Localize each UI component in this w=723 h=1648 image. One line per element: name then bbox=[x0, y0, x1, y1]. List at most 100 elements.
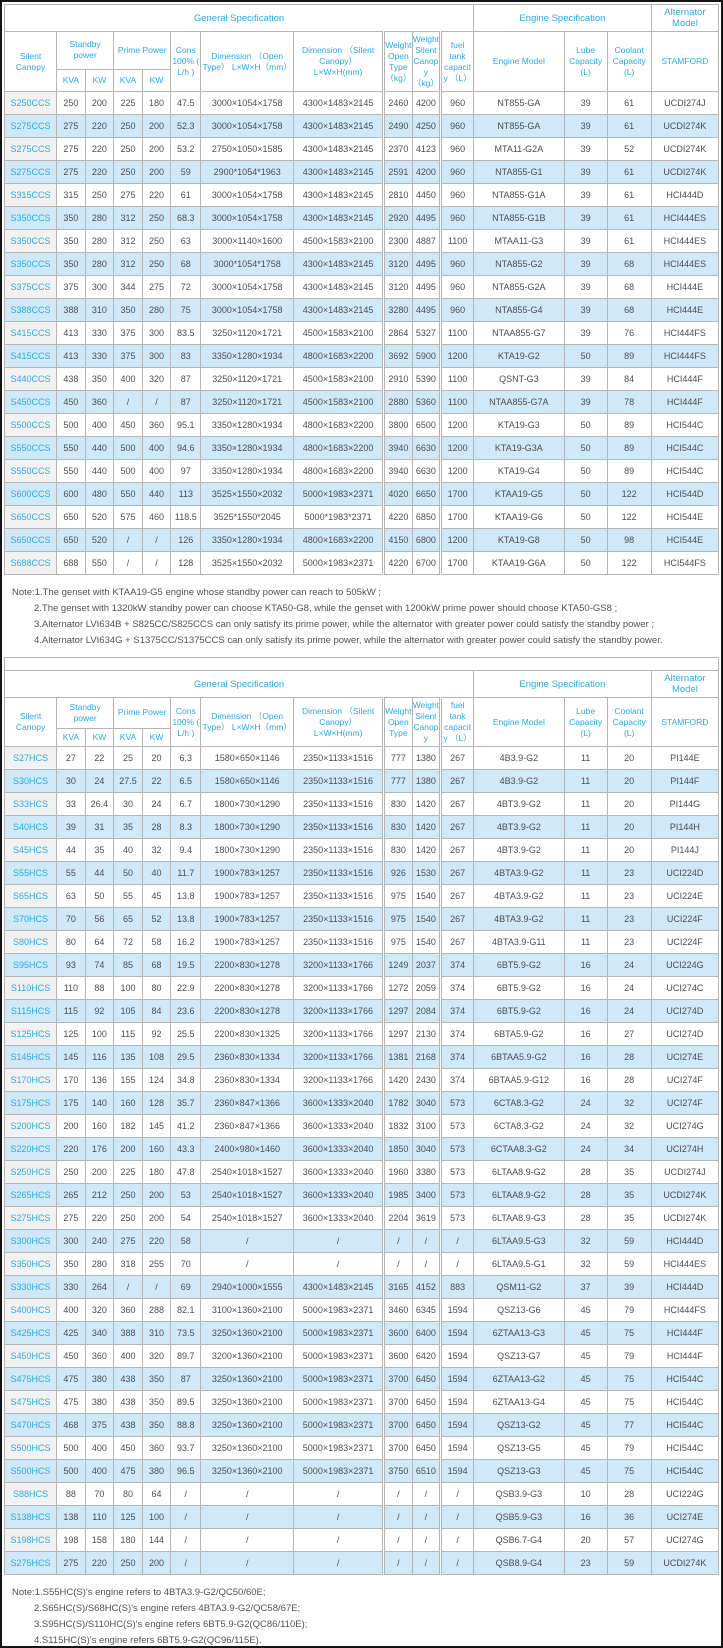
model-link[interactable]: S33HCS bbox=[3, 792, 58, 816]
col-prime-kva: KVA bbox=[113, 68, 143, 93]
value-cell: 113 bbox=[170, 482, 202, 506]
value-cell: 267 bbox=[440, 769, 475, 793]
value-cell: 28 bbox=[563, 1206, 608, 1230]
model-link[interactable]: S650CCS bbox=[3, 505, 58, 529]
model-link[interactable]: S415CCS bbox=[3, 321, 58, 345]
value-cell: 3120 bbox=[382, 275, 413, 299]
model-link[interactable]: S375CCS bbox=[3, 275, 58, 299]
model-link[interactable]: S388CCS bbox=[3, 298, 58, 322]
model-link[interactable]: S65HCS bbox=[3, 884, 58, 908]
value-cell: 1700 bbox=[440, 505, 475, 529]
model-link[interactable]: S88HCS bbox=[3, 1482, 58, 1506]
model-link[interactable]: S475HCS bbox=[3, 1367, 58, 1391]
model-link[interactable]: S275CCS bbox=[3, 160, 58, 184]
model-link[interactable]: S315CCS bbox=[3, 183, 58, 207]
value-cell: 520 bbox=[84, 505, 115, 529]
value-cell: 125 bbox=[56, 1022, 86, 1046]
value-cell: 54 bbox=[170, 1206, 202, 1230]
model-link[interactable]: S27HCS bbox=[3, 746, 58, 770]
value-cell: 4500×1583×2100 bbox=[293, 367, 385, 391]
value-cell: 5900 bbox=[411, 344, 443, 368]
model-link[interactable]: S688CCS bbox=[3, 551, 58, 575]
table-row: S650CCS 650 520 575 460 118.5 3525*1550*2045 50… bbox=[3, 505, 720, 529]
value-cell: 1900×783×1257 bbox=[200, 884, 295, 908]
model-link[interactable]: S440CCS bbox=[3, 367, 58, 391]
value-cell: 344 bbox=[113, 275, 143, 299]
model-link[interactable]: S125HCS bbox=[3, 1022, 58, 1046]
model-link[interactable]: S350CCS bbox=[3, 206, 58, 230]
value-cell: 53.2 bbox=[170, 137, 202, 161]
value-cell: PI144J bbox=[650, 838, 720, 862]
model-link[interactable]: S30HCS bbox=[3, 769, 58, 793]
value-cell: 50 bbox=[563, 482, 608, 506]
value-cell: 2810 bbox=[382, 183, 413, 207]
value-cell: / bbox=[411, 1505, 443, 1529]
value-cell: KTA19-G3A bbox=[473, 436, 565, 460]
model-link[interactable]: S470HCS bbox=[3, 1413, 58, 1437]
value-cell: 4200 bbox=[411, 160, 443, 184]
value-cell: 5000×1983×2371 bbox=[293, 1321, 385, 1345]
value-cell: 380 bbox=[84, 1390, 115, 1414]
model-link[interactable]: S198HCS bbox=[3, 1528, 58, 1552]
value-cell: 30 bbox=[56, 769, 86, 793]
model-link[interactable]: S330HCS bbox=[3, 1275, 58, 1299]
model-link[interactable]: S500HCS bbox=[3, 1459, 58, 1483]
model-link[interactable]: S265HCS bbox=[3, 1183, 58, 1207]
model-link[interactable]: S350CCS bbox=[3, 229, 58, 253]
value-cell: 180 bbox=[141, 1160, 172, 1184]
model-link[interactable]: S275CCS bbox=[3, 114, 58, 138]
table-row: S95HCS 93 74 85 68 19.5 2200×830×1278 3200×1133… bbox=[3, 953, 720, 977]
model-link[interactable]: S300HCS bbox=[3, 1229, 58, 1253]
model-link[interactable]: S175HCS bbox=[3, 1091, 58, 1115]
model-link[interactable]: S475HCS bbox=[3, 1390, 58, 1414]
table-row: S470HCS 468 375 438 350 88.8 3250×1360×2100 500… bbox=[3, 1413, 720, 1437]
value-cell: UCDI274K bbox=[650, 114, 720, 138]
model-link[interactable]: S600CCS bbox=[3, 482, 58, 506]
model-link[interactable]: S170HCS bbox=[3, 1068, 58, 1092]
model-link[interactable]: S400HCS bbox=[3, 1298, 58, 1322]
value-cell: 19.5 bbox=[170, 953, 202, 977]
model-link[interactable]: S500CCS bbox=[3, 413, 58, 437]
model-link[interactable]: S275HCS bbox=[3, 1206, 58, 1230]
model-link[interactable]: S425HCS bbox=[3, 1321, 58, 1345]
model-link[interactable]: S200HCS bbox=[3, 1114, 58, 1138]
value-cell: 400 bbox=[84, 1436, 115, 1460]
value-cell: 1380 bbox=[411, 746, 443, 770]
model-link[interactable]: S550CCS bbox=[3, 436, 58, 460]
model-link[interactable]: S650CCS bbox=[3, 528, 58, 552]
model-link[interactable]: S250HCS bbox=[3, 1160, 58, 1184]
model-link[interactable]: S80HCS bbox=[3, 930, 58, 954]
col-stamford: STAMFORD bbox=[650, 697, 720, 747]
value-cell: UCDI274K bbox=[650, 1551, 720, 1575]
model-link[interactable]: S500HCS bbox=[3, 1436, 58, 1460]
value-cell: 75 bbox=[606, 1390, 652, 1414]
value-cell: 275 bbox=[56, 137, 86, 161]
model-link[interactable]: S415CCS bbox=[3, 344, 58, 368]
model-link[interactable]: S45HCS bbox=[3, 838, 58, 862]
model-link[interactable]: S110HCS bbox=[3, 976, 58, 1000]
model-link[interactable]: S275HCS bbox=[3, 1551, 58, 1575]
value-cell: 6BT5.9-G2 bbox=[473, 953, 565, 977]
model-link[interactable]: S95HCS bbox=[3, 953, 58, 977]
model-link[interactable]: S350HCS bbox=[3, 1252, 58, 1276]
model-link[interactable]: S145HCS bbox=[3, 1045, 58, 1069]
value-cell: 5000*1983*2371 bbox=[293, 505, 385, 529]
model-link[interactable]: S220HCS bbox=[3, 1137, 58, 1161]
model-link[interactable]: S115HCS bbox=[3, 999, 58, 1023]
value-cell: 960 bbox=[440, 137, 475, 161]
value-cell: 45 bbox=[563, 1367, 608, 1391]
value-cell: 480 bbox=[84, 482, 115, 506]
model-link[interactable]: S450HCS bbox=[3, 1344, 58, 1368]
model-link[interactable]: S275CCS bbox=[3, 137, 58, 161]
model-link[interactable]: S350CCS bbox=[3, 252, 58, 276]
model-link[interactable]: S70HCS bbox=[3, 907, 58, 931]
value-cell: 6LTAA9.5-G3 bbox=[473, 1229, 565, 1253]
value-cell: 310 bbox=[84, 298, 115, 322]
model-link[interactable]: S450CCS bbox=[3, 390, 58, 414]
model-link[interactable]: S55HCS bbox=[3, 861, 58, 885]
value-cell: HCI444D bbox=[650, 1275, 720, 1299]
model-link[interactable]: S250CCS bbox=[3, 91, 58, 115]
model-link[interactable]: S550CCS bbox=[3, 459, 58, 483]
model-link[interactable]: S138HCS bbox=[3, 1505, 58, 1529]
model-link[interactable]: S40HCS bbox=[3, 815, 58, 839]
